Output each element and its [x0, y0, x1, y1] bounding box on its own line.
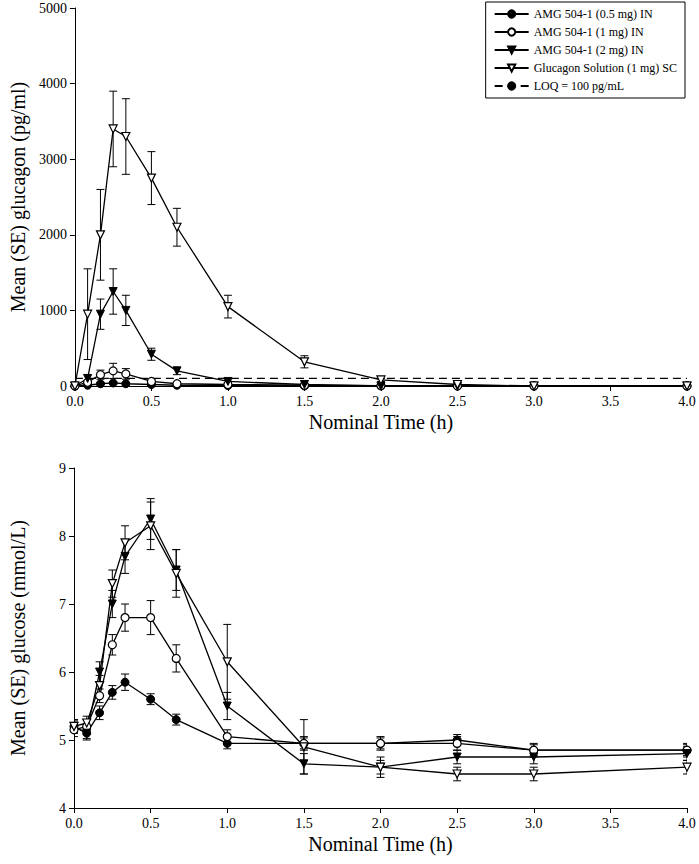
svg-text:AMG 504-1 (0.5 mg) IN: AMG 504-1 (0.5 mg) IN: [534, 7, 653, 21]
svg-text:0: 0: [60, 379, 67, 394]
svg-text:2000: 2000: [39, 227, 67, 242]
svg-text:4.0: 4.0: [678, 394, 696, 409]
svg-text:3000: 3000: [39, 152, 67, 167]
svg-text:AMG 504-1 (1 mg) IN: AMG 504-1 (1 mg) IN: [534, 25, 644, 39]
svg-text:Glucagon Solution (1 mg) SC: Glucagon Solution (1 mg) SC: [534, 61, 677, 75]
svg-text:5: 5: [59, 733, 66, 748]
svg-text:2.0: 2.0: [372, 816, 390, 831]
svg-text:4000: 4000: [39, 76, 67, 91]
svg-text:Mean (SE) glucagon (pg/ml): Mean (SE) glucagon (pg/ml): [7, 82, 30, 313]
svg-text:4.0: 4.0: [678, 816, 696, 831]
svg-text:0.5: 0.5: [142, 816, 160, 831]
svg-text:3.0: 3.0: [525, 816, 543, 831]
svg-text:1000: 1000: [39, 303, 67, 318]
svg-text:3.5: 3.5: [602, 816, 620, 831]
svg-text:0.0: 0.0: [66, 394, 84, 409]
svg-text:6: 6: [59, 665, 66, 680]
svg-text:Nominal Time (h): Nominal Time (h): [308, 833, 452, 856]
svg-text:2.5: 2.5: [448, 816, 466, 831]
svg-text:1.0: 1.0: [219, 394, 237, 409]
svg-text:Nominal Time (h): Nominal Time (h): [309, 411, 453, 434]
svg-text:8: 8: [59, 529, 66, 544]
svg-text:5000: 5000: [39, 1, 67, 16]
svg-text:3.0: 3.0: [525, 394, 543, 409]
svg-text:1.0: 1.0: [219, 816, 237, 831]
svg-text:2.0: 2.0: [372, 394, 390, 409]
svg-text:0.5: 0.5: [143, 394, 161, 409]
svg-text:9: 9: [59, 461, 66, 476]
svg-text:LOQ = 100 pg/mL: LOQ = 100 pg/mL: [534, 79, 624, 93]
svg-text:Mean (SE) glucose (mmol/L): Mean (SE) glucose (mmol/L): [7, 520, 30, 756]
svg-text:AMG 504-1 (2 mg) IN: AMG 504-1 (2 mg) IN: [534, 43, 644, 57]
svg-text:2.5: 2.5: [449, 394, 467, 409]
svg-text:1.5: 1.5: [295, 816, 313, 831]
svg-text:7: 7: [59, 597, 66, 612]
svg-text:0.0: 0.0: [65, 816, 83, 831]
svg-text:3.5: 3.5: [602, 394, 620, 409]
svg-text:1.5: 1.5: [296, 394, 314, 409]
svg-text:4: 4: [59, 801, 66, 816]
